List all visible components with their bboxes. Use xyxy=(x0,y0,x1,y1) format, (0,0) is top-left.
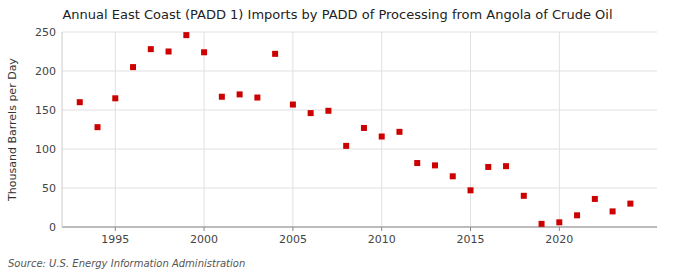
x-tick-label: 2000 xyxy=(190,233,218,246)
grid xyxy=(62,32,657,227)
source-annotation: Source: U.S. Energy Information Administ… xyxy=(8,258,245,269)
x-grid-line xyxy=(204,32,205,227)
point xyxy=(379,134,385,140)
point xyxy=(308,110,314,116)
x-grid-line xyxy=(292,32,293,227)
point xyxy=(627,201,633,207)
y-grid-line xyxy=(62,149,657,150)
point xyxy=(166,49,172,55)
point xyxy=(610,208,616,214)
point xyxy=(556,219,562,225)
x-tick xyxy=(204,227,205,231)
point xyxy=(112,95,118,101)
x-grid-line xyxy=(470,32,471,227)
y-grid-line xyxy=(62,188,657,189)
point xyxy=(237,91,243,97)
point xyxy=(468,187,474,193)
axes: 0 50 100 150 200 250 1995 2000 2005 2010 2015 2020 xyxy=(35,26,657,246)
point xyxy=(396,129,402,135)
x-tick-label: 2005 xyxy=(279,233,307,246)
point xyxy=(343,143,349,149)
title: Annual East Coast (PADD 1) Imports by PA… xyxy=(62,7,612,22)
y-grid-line xyxy=(62,110,657,111)
y-tick-label: 200 xyxy=(35,65,56,78)
point xyxy=(521,193,527,199)
x-grid-line xyxy=(115,32,116,227)
x-tick xyxy=(115,227,116,231)
x-tick-label: 1995 xyxy=(101,233,129,246)
x-tick xyxy=(470,227,471,231)
point xyxy=(539,221,545,227)
x-grid-line xyxy=(381,32,382,227)
y-grid-line xyxy=(62,32,657,33)
y-tick-label: 50 xyxy=(42,182,56,195)
point xyxy=(592,196,598,202)
y-axis-label: Thousand Barrels per Day xyxy=(6,58,19,202)
x-tick xyxy=(559,227,560,231)
x-axis-line xyxy=(62,227,657,228)
point xyxy=(503,163,509,169)
y-tick-label: 250 xyxy=(35,26,56,39)
x-grid-line xyxy=(559,32,560,227)
chart-container: Annual East Coast (PADD 1) Imports by PA… xyxy=(0,0,675,275)
point xyxy=(183,32,189,38)
y-tick-label: 100 xyxy=(35,143,56,156)
x-tick-label: 2010 xyxy=(368,233,396,246)
point xyxy=(450,173,456,179)
y-grid-line xyxy=(62,71,657,72)
point xyxy=(574,212,580,218)
points xyxy=(77,32,634,227)
x-tick-label: 2020 xyxy=(545,233,573,246)
point xyxy=(77,99,83,105)
y-tick-label: 0 xyxy=(49,221,56,234)
point xyxy=(290,102,296,108)
chart-svg: Annual East Coast (PADD 1) Imports by PA… xyxy=(0,0,675,275)
point xyxy=(432,162,438,168)
point xyxy=(148,46,154,52)
point xyxy=(272,51,278,57)
point xyxy=(219,94,225,100)
y-axis-line xyxy=(62,32,63,227)
y-tick-label: 150 xyxy=(35,104,56,117)
point xyxy=(95,124,101,130)
x-tick-label: 2015 xyxy=(457,233,485,246)
point xyxy=(325,108,331,114)
point xyxy=(254,95,260,101)
point xyxy=(201,49,207,55)
point xyxy=(485,164,491,170)
point xyxy=(361,125,367,131)
y-grid-line xyxy=(62,227,657,228)
point xyxy=(130,64,136,70)
x-tick xyxy=(381,227,382,231)
point xyxy=(414,160,420,166)
x-tick xyxy=(292,227,293,231)
